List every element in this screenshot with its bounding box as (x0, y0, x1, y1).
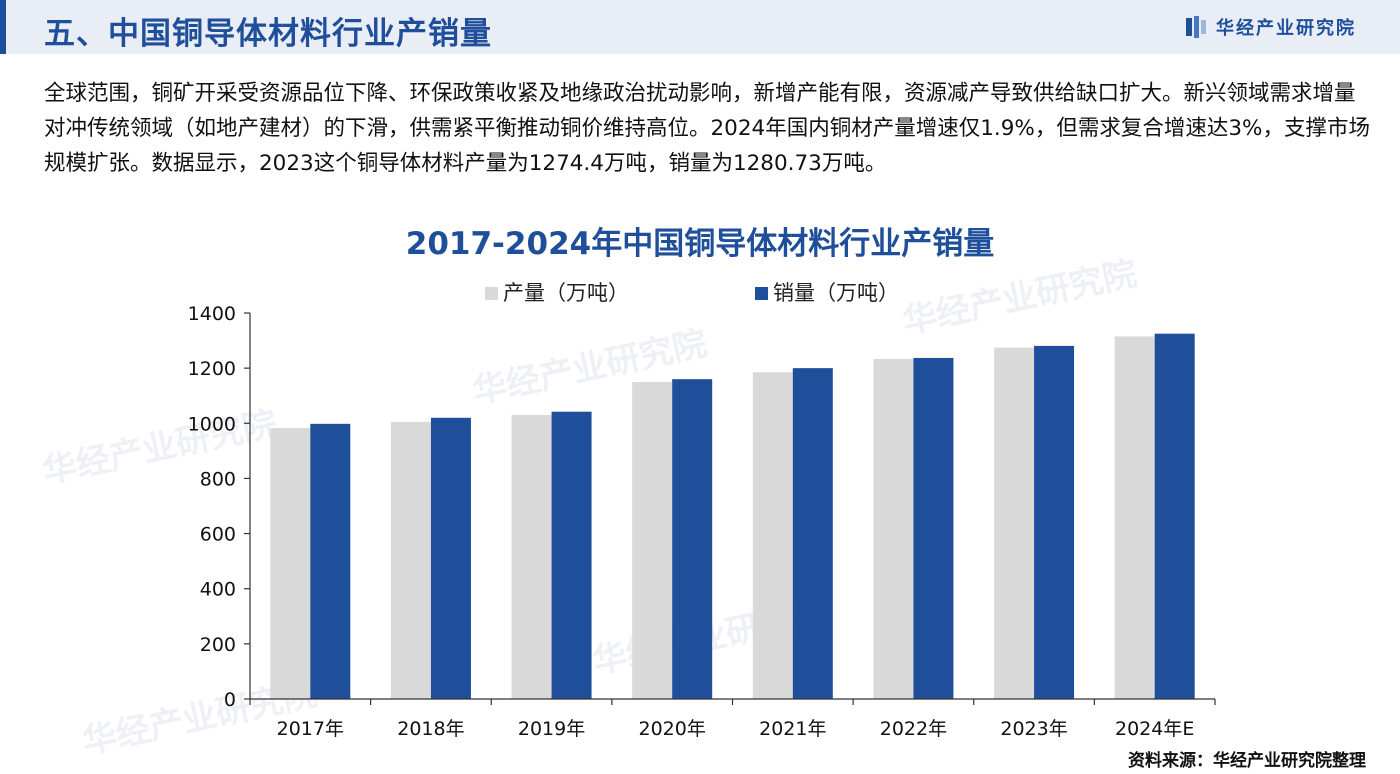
x-tick-label: 2022年 (880, 718, 947, 740)
y-tick-label: 400 (200, 579, 236, 601)
chart-title: 2017-2024年中国铜导体材料行业产销量 (406, 226, 994, 262)
bar-sales (913, 357, 954, 699)
bar-production (1114, 336, 1155, 699)
bar-production (632, 381, 673, 699)
y-axis: 0 200 400 600 800 1000 1200 1400 (188, 303, 251, 711)
source-note: 资料来源：华经产业研究院整理 (1128, 751, 1366, 771)
y-tick-label: 600 (200, 524, 236, 546)
header-accent (0, 0, 6, 54)
bar-sales (1034, 345, 1075, 699)
chart-legend: 产量（万吨） 销量（万吨） (485, 281, 899, 305)
bar-production (994, 347, 1035, 699)
bar-production (511, 415, 552, 699)
legend-label: 销量（万吨） (773, 281, 899, 305)
bar-sales (551, 411, 592, 699)
brand-logo-icon (1186, 16, 1206, 38)
bar-sales (1154, 333, 1195, 699)
description-text: 全球范围，铜矿开采受资源品位下降、环保政策收紧及地缘政治扰动影响，新增产能有限，… (44, 81, 1370, 176)
x-tick-label: 2024年E (1115, 718, 1194, 740)
brand: 华经产业研究院 (1186, 14, 1356, 40)
y-tick-label: 0 (224, 689, 236, 711)
bar-production (270, 427, 311, 699)
legend-label: 产量（万吨） (503, 281, 629, 305)
x-tick-label: 2019年 (518, 718, 585, 740)
x-tick-label: 2021年 (759, 718, 826, 740)
bar-production (752, 372, 793, 699)
bar-sales (430, 417, 471, 699)
x-tick-label: 2017年 (277, 718, 344, 740)
x-tick-label: 2023年 (1000, 718, 1067, 740)
bar-production (873, 359, 914, 699)
bar-sales (792, 368, 833, 699)
brand-name: 华经产业研究院 (1216, 18, 1356, 39)
x-tick-label: 2018年 (397, 718, 464, 740)
legend-swatch (485, 287, 498, 300)
bar-sales (672, 379, 713, 699)
legend-swatch (755, 287, 768, 300)
bar-sales (310, 423, 351, 699)
page-title: 五、中国铜导体材料行业产销量 (44, 16, 492, 52)
x-axis: 2017年 2018年 2019年 2020年 2021年 2022年 2023年 2024年… (249, 698, 1216, 740)
bar-production (390, 421, 431, 699)
bars (270, 333, 1195, 699)
header-bar (0, 0, 1400, 54)
y-tick-label: 1000 (188, 413, 236, 435)
x-tick-label: 2020年 (639, 718, 706, 740)
y-tick-label: 1200 (188, 358, 236, 380)
y-tick-label: 200 (200, 634, 236, 656)
y-tick-label: 800 (200, 468, 236, 490)
y-tick-label: 1400 (188, 303, 236, 325)
